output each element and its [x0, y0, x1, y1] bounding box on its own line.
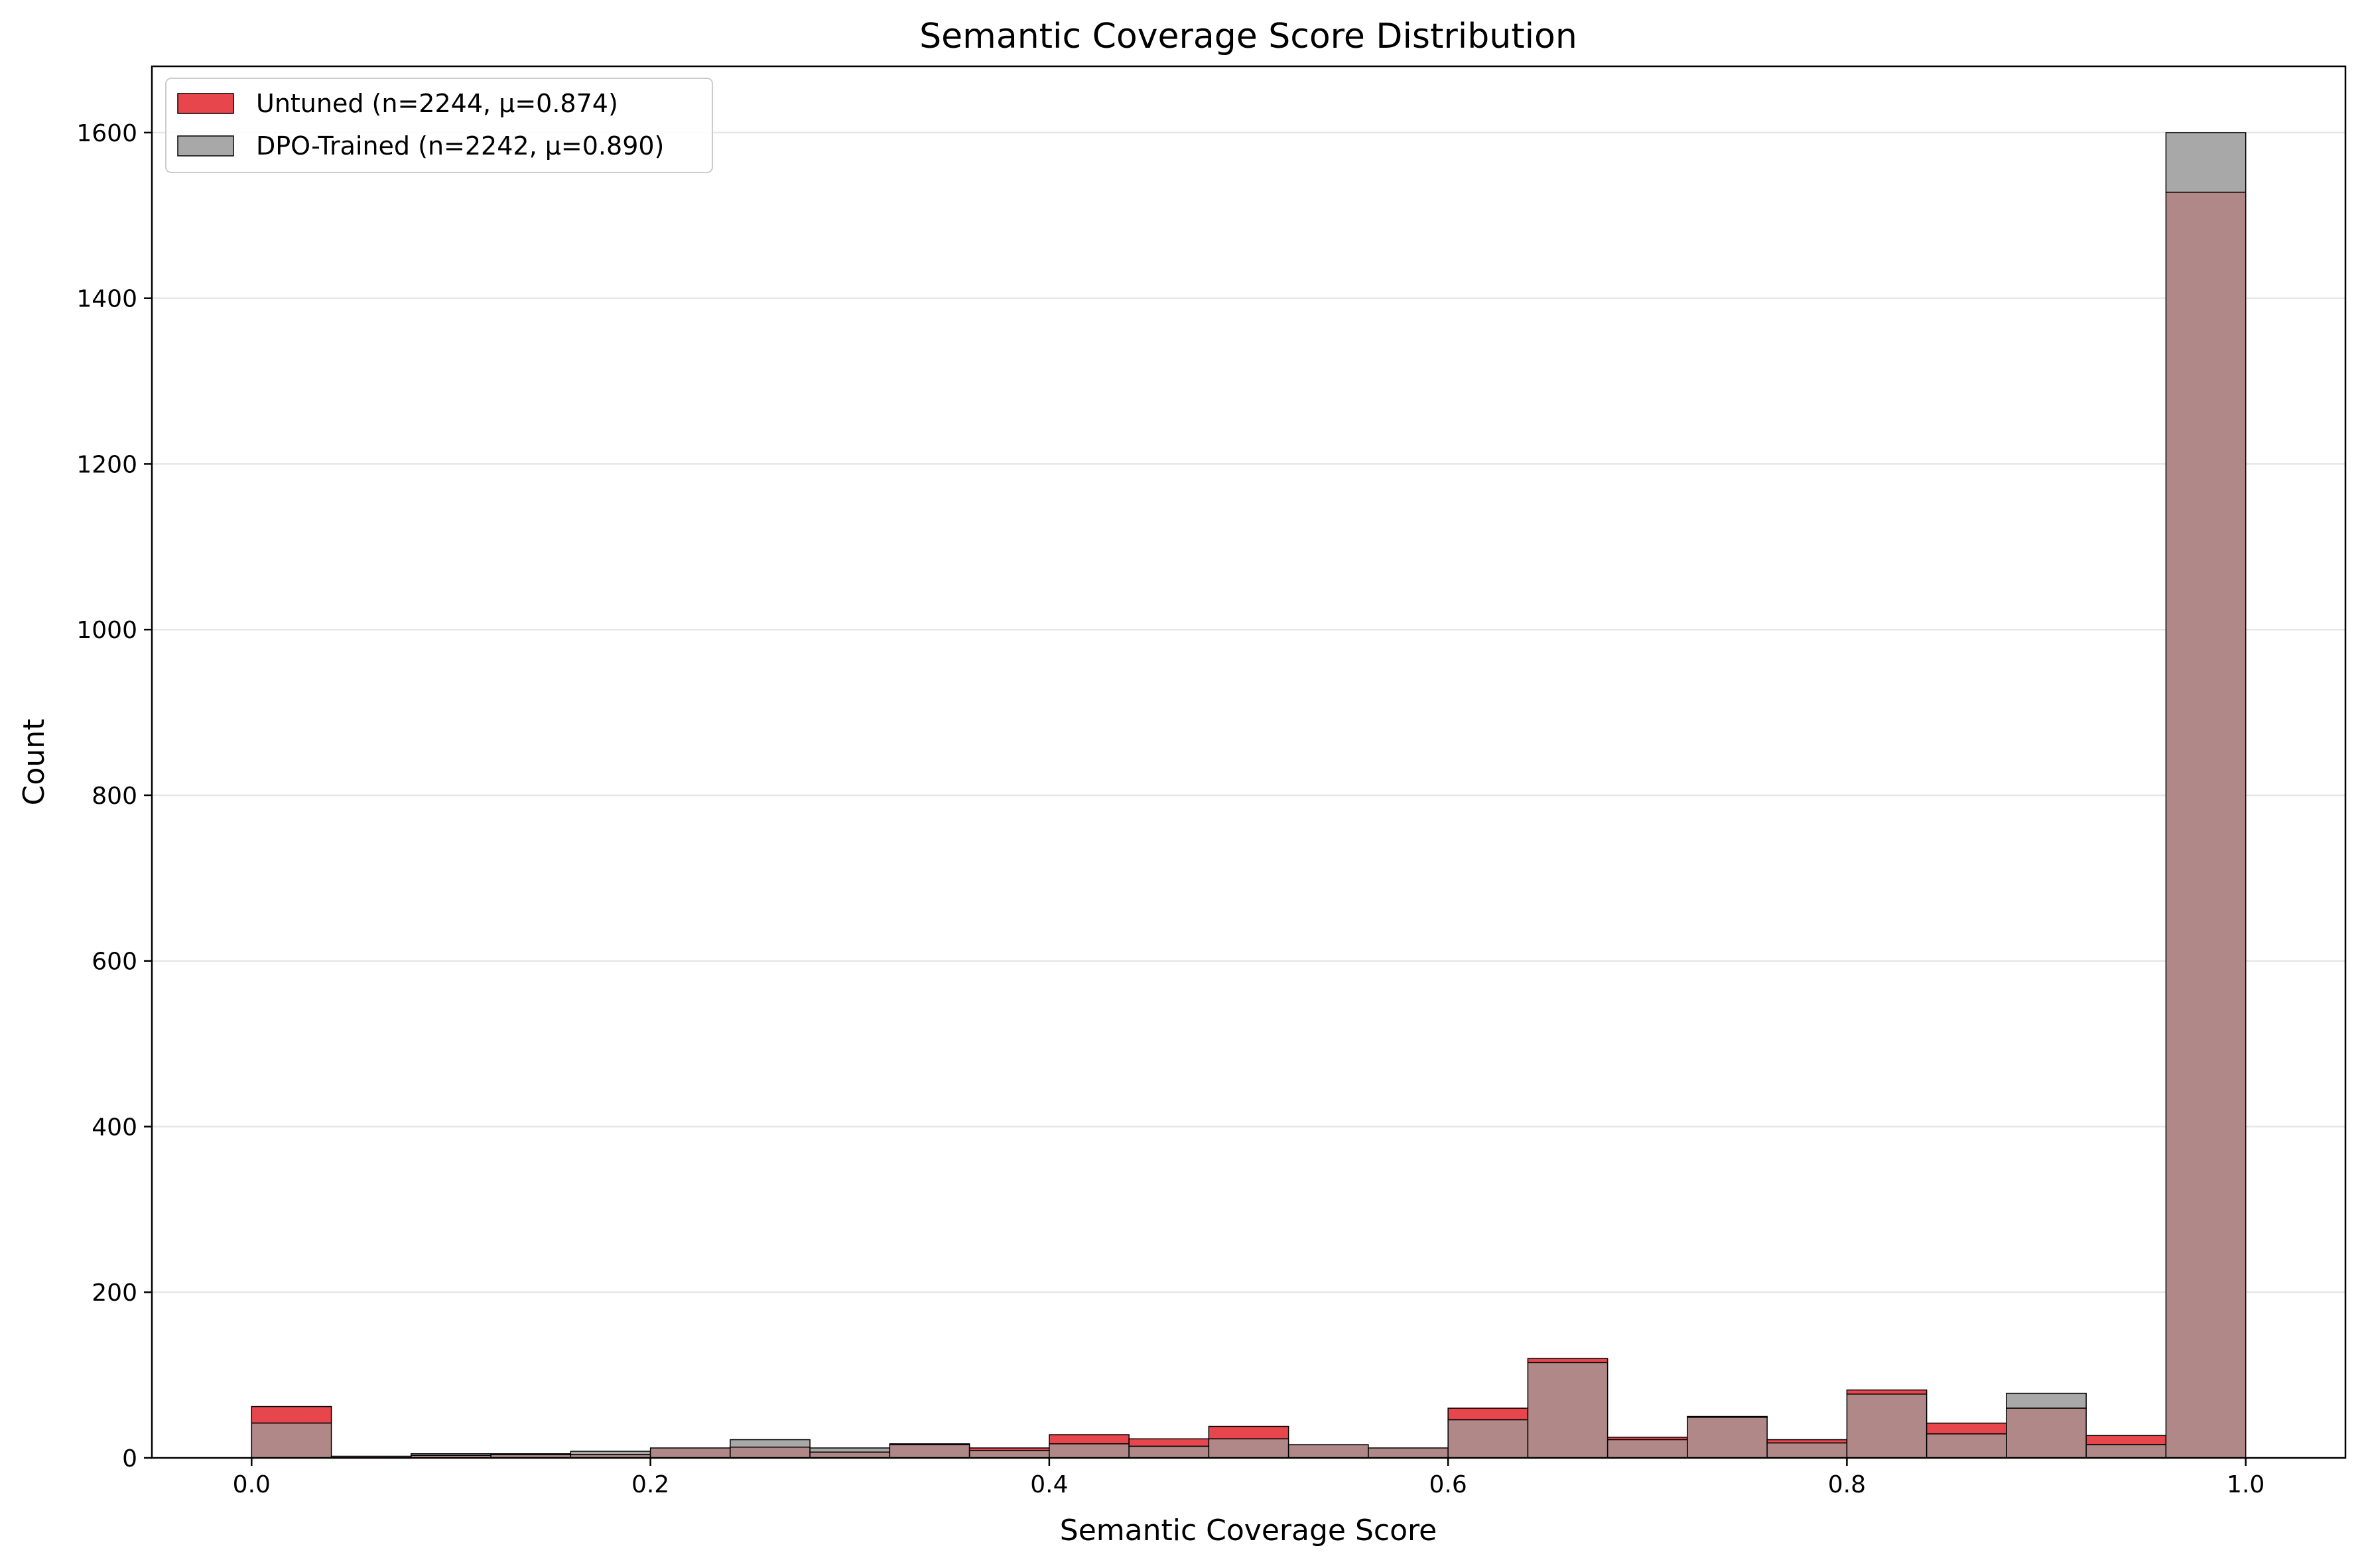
bar-overlap	[1687, 1417, 1768, 1459]
legend: Untuned (n=2244, μ=0.874) DPO-Trained (n…	[165, 78, 713, 173]
x-tick-label: 0.8	[1828, 1471, 1866, 1498]
bar-overlap	[889, 1444, 970, 1459]
bar-overlap	[1766, 1442, 1848, 1459]
y-tick-label: 1000	[76, 617, 137, 644]
bar-overlap	[1049, 1443, 1130, 1459]
bar-overlap	[809, 1451, 891, 1459]
bar-untuned	[1926, 1422, 2007, 1435]
y-tick-label: 200	[92, 1279, 137, 1307]
x-axis-ticks: 0.0 0.2 0.4 0.6 0.8 1.0	[233, 1458, 2265, 1498]
histogram-bars	[251, 132, 2247, 1459]
bar-untuned	[2085, 1435, 2167, 1445]
y-tick-label: 0	[122, 1445, 137, 1472]
bar-overlap	[968, 1450, 1050, 1459]
legend-box	[165, 78, 713, 173]
bar-untuned	[251, 1405, 332, 1424]
x-tick-label: 0.4	[1030, 1471, 1068, 1498]
x-tick-label: 0.0	[233, 1471, 271, 1498]
bar-overlap	[2085, 1444, 2167, 1459]
bar-untuned	[1447, 1407, 1529, 1421]
bar-dpo-trained	[2006, 1392, 2087, 1409]
y-tick-label: 1200	[76, 451, 137, 478]
plot-frame	[151, 65, 2347, 1459]
bar-dpo-trained	[730, 1439, 811, 1448]
y-tick-label: 1600	[76, 120, 137, 147]
y-tick-label: 800	[92, 783, 137, 810]
bar-overlap	[251, 1422, 332, 1459]
x-tick-label: 0.2	[631, 1471, 669, 1498]
bar-dpo-trained	[809, 1447, 891, 1453]
bar-overlap	[1128, 1445, 1210, 1459]
y-tick-label: 400	[92, 1114, 137, 1141]
bar-overlap	[1368, 1447, 1449, 1459]
x-axis-label: Semantic Coverage Score	[1060, 1514, 1437, 1547]
bar-overlap	[2006, 1407, 2087, 1459]
y-axis-ticks: 0 200 400 600 800 1000 1200 1400 1600	[76, 120, 152, 1472]
chart-title: Semantic Coverage Score Distribution	[919, 17, 1577, 56]
bar-overlap	[1607, 1439, 1688, 1459]
legend-swatch-untuned	[177, 93, 234, 114]
bar-untuned	[1208, 1425, 1289, 1440]
y-tick-label: 1400	[76, 286, 137, 313]
x-tick-label: 1.0	[2227, 1471, 2265, 1498]
legend-label-dpo-trained: DPO-Trained (n=2242, μ=0.890)	[256, 131, 664, 161]
y-axis-label: Count	[17, 719, 51, 806]
y-tick-label: 600	[92, 948, 137, 976]
bar-overlap	[1926, 1433, 2007, 1459]
bar-untuned	[1846, 1389, 1928, 1395]
grid-lines	[152, 131, 2345, 1293]
bar-untuned	[1527, 1358, 1609, 1364]
bar-overlap	[2165, 192, 2247, 1459]
bar-overlap	[649, 1447, 731, 1459]
bar-overlap	[1208, 1438, 1289, 1459]
bar-overlap	[730, 1447, 811, 1459]
bar-overlap	[1447, 1419, 1529, 1459]
bar-untuned	[1049, 1434, 1130, 1445]
bar-overlap	[1287, 1444, 1369, 1459]
legend-label-untuned: Untuned (n=2244, μ=0.874)	[256, 89, 618, 118]
bar-overlap	[1846, 1394, 1928, 1459]
bar-untuned	[1128, 1438, 1210, 1447]
x-tick-label: 0.6	[1429, 1471, 1467, 1498]
bar-dpo-trained	[2165, 132, 2247, 193]
bar-overlap	[1527, 1362, 1609, 1459]
legend-swatch-dpo-trained	[177, 135, 234, 157]
